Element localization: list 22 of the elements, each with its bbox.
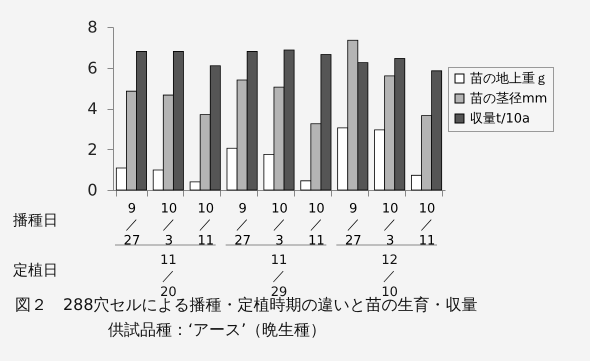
x-tick-label: 9 ／ 27 [124, 202, 140, 248]
x-axis-title: 播種日 [13, 211, 58, 229]
legend-label: 収量t/10a [470, 112, 530, 126]
x-tick-label: 9 ／ 27 [234, 202, 251, 248]
legend-label: 苗の茎径mm [470, 92, 548, 106]
legend-label: 苗の地上重ｇ [470, 72, 548, 86]
text: 12 ／ 10 [381, 253, 398, 300]
x-tick-label: 10 ／ 3 [271, 202, 288, 248]
x-tick-label: 10 ／ 3 [160, 202, 178, 248]
x-tick-label: 9 ／ 27 [345, 202, 362, 248]
text: 供試品種：‘アース’（晩生種） [108, 320, 326, 339]
y-tick-label: 8 [87, 18, 98, 36]
text: 定植日 [13, 261, 58, 279]
text: 11 ／ 20 [160, 253, 177, 300]
y-tick-label: 0 [87, 180, 98, 200]
y-tick-label: 4 [87, 99, 98, 118]
y-tick-label: 2 [87, 140, 98, 159]
x-tick-label: 10 ／ 11 [418, 202, 436, 248]
x-tick-label: 10 ／ 11 [197, 202, 214, 248]
y-tick-label: 6 [87, 58, 98, 78]
x-tick-label: 10 ／ 3 [382, 202, 398, 248]
x-tick-label: 10 ／ 11 [308, 202, 325, 248]
